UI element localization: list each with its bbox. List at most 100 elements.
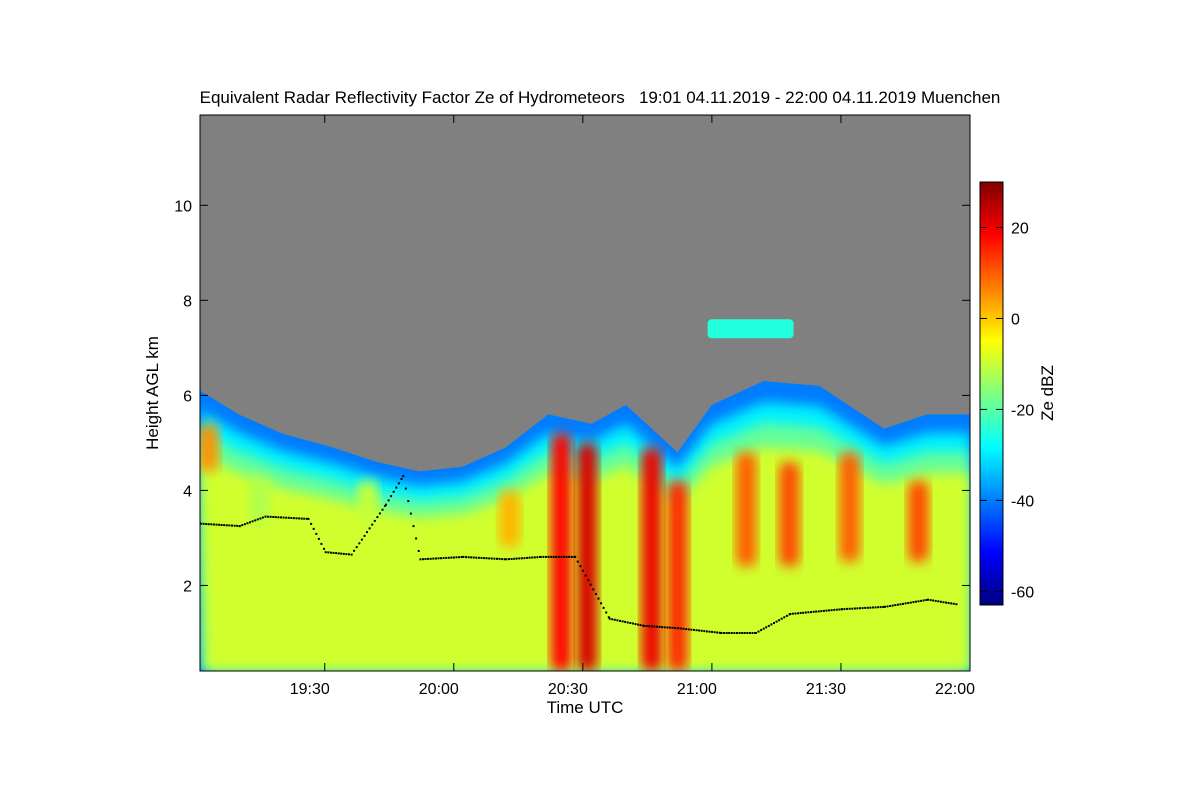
colorbar-tick-label: 20 [1011,220,1029,237]
cloud-base-point [929,599,932,602]
cloud-base-point [840,608,843,611]
echo-cell [200,423,219,472]
cloud-base-point [637,623,640,626]
cloud-base-point [220,524,223,526]
cloud-base-point [812,610,815,613]
cloud-base-point [817,610,820,613]
cloud-base-point [574,555,577,558]
cloud-base-point [400,478,403,480]
cloud-base-point [472,556,475,559]
cloud-base-point [563,555,566,558]
cloud-base-point [212,523,215,526]
cloud-base-point [909,601,912,604]
cloud-base-point [385,503,387,506]
cloud-base-point [310,522,313,525]
cloud-base-point [693,628,695,631]
echo-cell [908,480,929,562]
cloud-base-point [565,555,568,558]
cloud-base-point [605,611,608,614]
cloud-base-point [621,620,624,623]
cloud-base-point [225,524,228,527]
cloud-base-detections [200,475,958,634]
cloud-base-point [592,588,595,591]
x-tick-label: 20:00 [419,681,459,698]
colorbar-tick-label: -20 [1011,402,1034,419]
cloud-base-point [483,557,486,560]
cloud-base-point [460,556,463,558]
cloud-base-point [274,516,277,519]
cloud-base-point [838,608,841,611]
cloud-base-point [243,523,246,526]
cloud-base-point [700,629,703,632]
cloud-base-point [594,593,597,595]
cloud-base-point [825,609,828,612]
colorbar-label: Ze dBZ [1038,365,1057,421]
cloud-base-point [602,606,605,609]
cloud-base-point [891,604,894,607]
cloud-base-point [698,629,701,632]
cloud-base-point [682,627,685,630]
cloud-base-point [467,556,470,559]
cloud-base-point [450,556,453,559]
cloud-base-point [663,626,666,629]
cloud-base-point [882,605,885,608]
echo-cell [736,452,757,567]
cloud-base-point [442,557,445,559]
cloud-base-point [557,555,560,558]
cloud-base-point [384,504,387,507]
cloud-base-point [658,625,661,628]
cloud-base-point [730,632,733,634]
cloud-base-point [708,630,711,633]
cloud-base-point [843,608,846,611]
cloud-base-point [568,555,571,558]
cloud-base-point [434,557,437,560]
cloud-base-point [879,606,882,609]
cloud-base-point [695,629,698,632]
cloud-base-point [807,611,810,614]
cloud-base-point [770,623,773,626]
cloud-base-point [725,632,728,634]
cloud-base-point [874,606,877,609]
x-tick-label: 20:30 [548,681,588,698]
cloud-base-point [358,542,361,545]
y-tick-label: 2 [183,578,192,595]
cloud-base-point [335,552,338,555]
colorbar-tick-label: -40 [1011,493,1034,510]
cloud-base-point [629,622,632,624]
cloud-base-point [820,610,823,613]
cloud-base-point [643,624,646,627]
x-tick-label: 22:00 [935,681,975,698]
cloud-base-point [743,632,746,634]
cloud-base-point [381,508,384,511]
cloud-base-point [371,523,374,526]
cloud-base-point [508,558,510,561]
y-tick-label: 6 [183,388,192,405]
cloud-base-point [350,553,353,556]
cloud-base-point [639,624,642,627]
cloud-base-point [616,619,619,622]
cloud-base-point [407,500,410,503]
cloud-base-point [754,632,757,634]
cloud-base-point [531,556,534,559]
cloud-base-point [327,551,330,554]
cloud-base-point [360,538,363,541]
cloud-base-point [332,551,335,554]
cloud-base-point [496,557,498,560]
cloud-base-point [653,625,656,628]
cloud-base-point [488,557,491,560]
cloud-base-point [254,519,257,522]
colorbar-ticks: -60 -40 -20 0 20 [980,220,1034,601]
cloud-base-point [927,598,929,601]
cloud-base-point [520,557,523,560]
cloud-base-point [848,607,851,610]
cloud-base-point [582,569,584,572]
cloud-base-point [866,606,869,609]
cloud-base-point [932,599,935,602]
x-tick-label: 19:30 [290,681,330,698]
cloud-base-point [775,620,778,623]
cloud-base-point [631,622,634,625]
cloud-base-point [272,516,275,518]
cloud-base-point [545,555,547,558]
cloud-base-point [251,520,254,523]
cloud-base-point [355,546,358,549]
